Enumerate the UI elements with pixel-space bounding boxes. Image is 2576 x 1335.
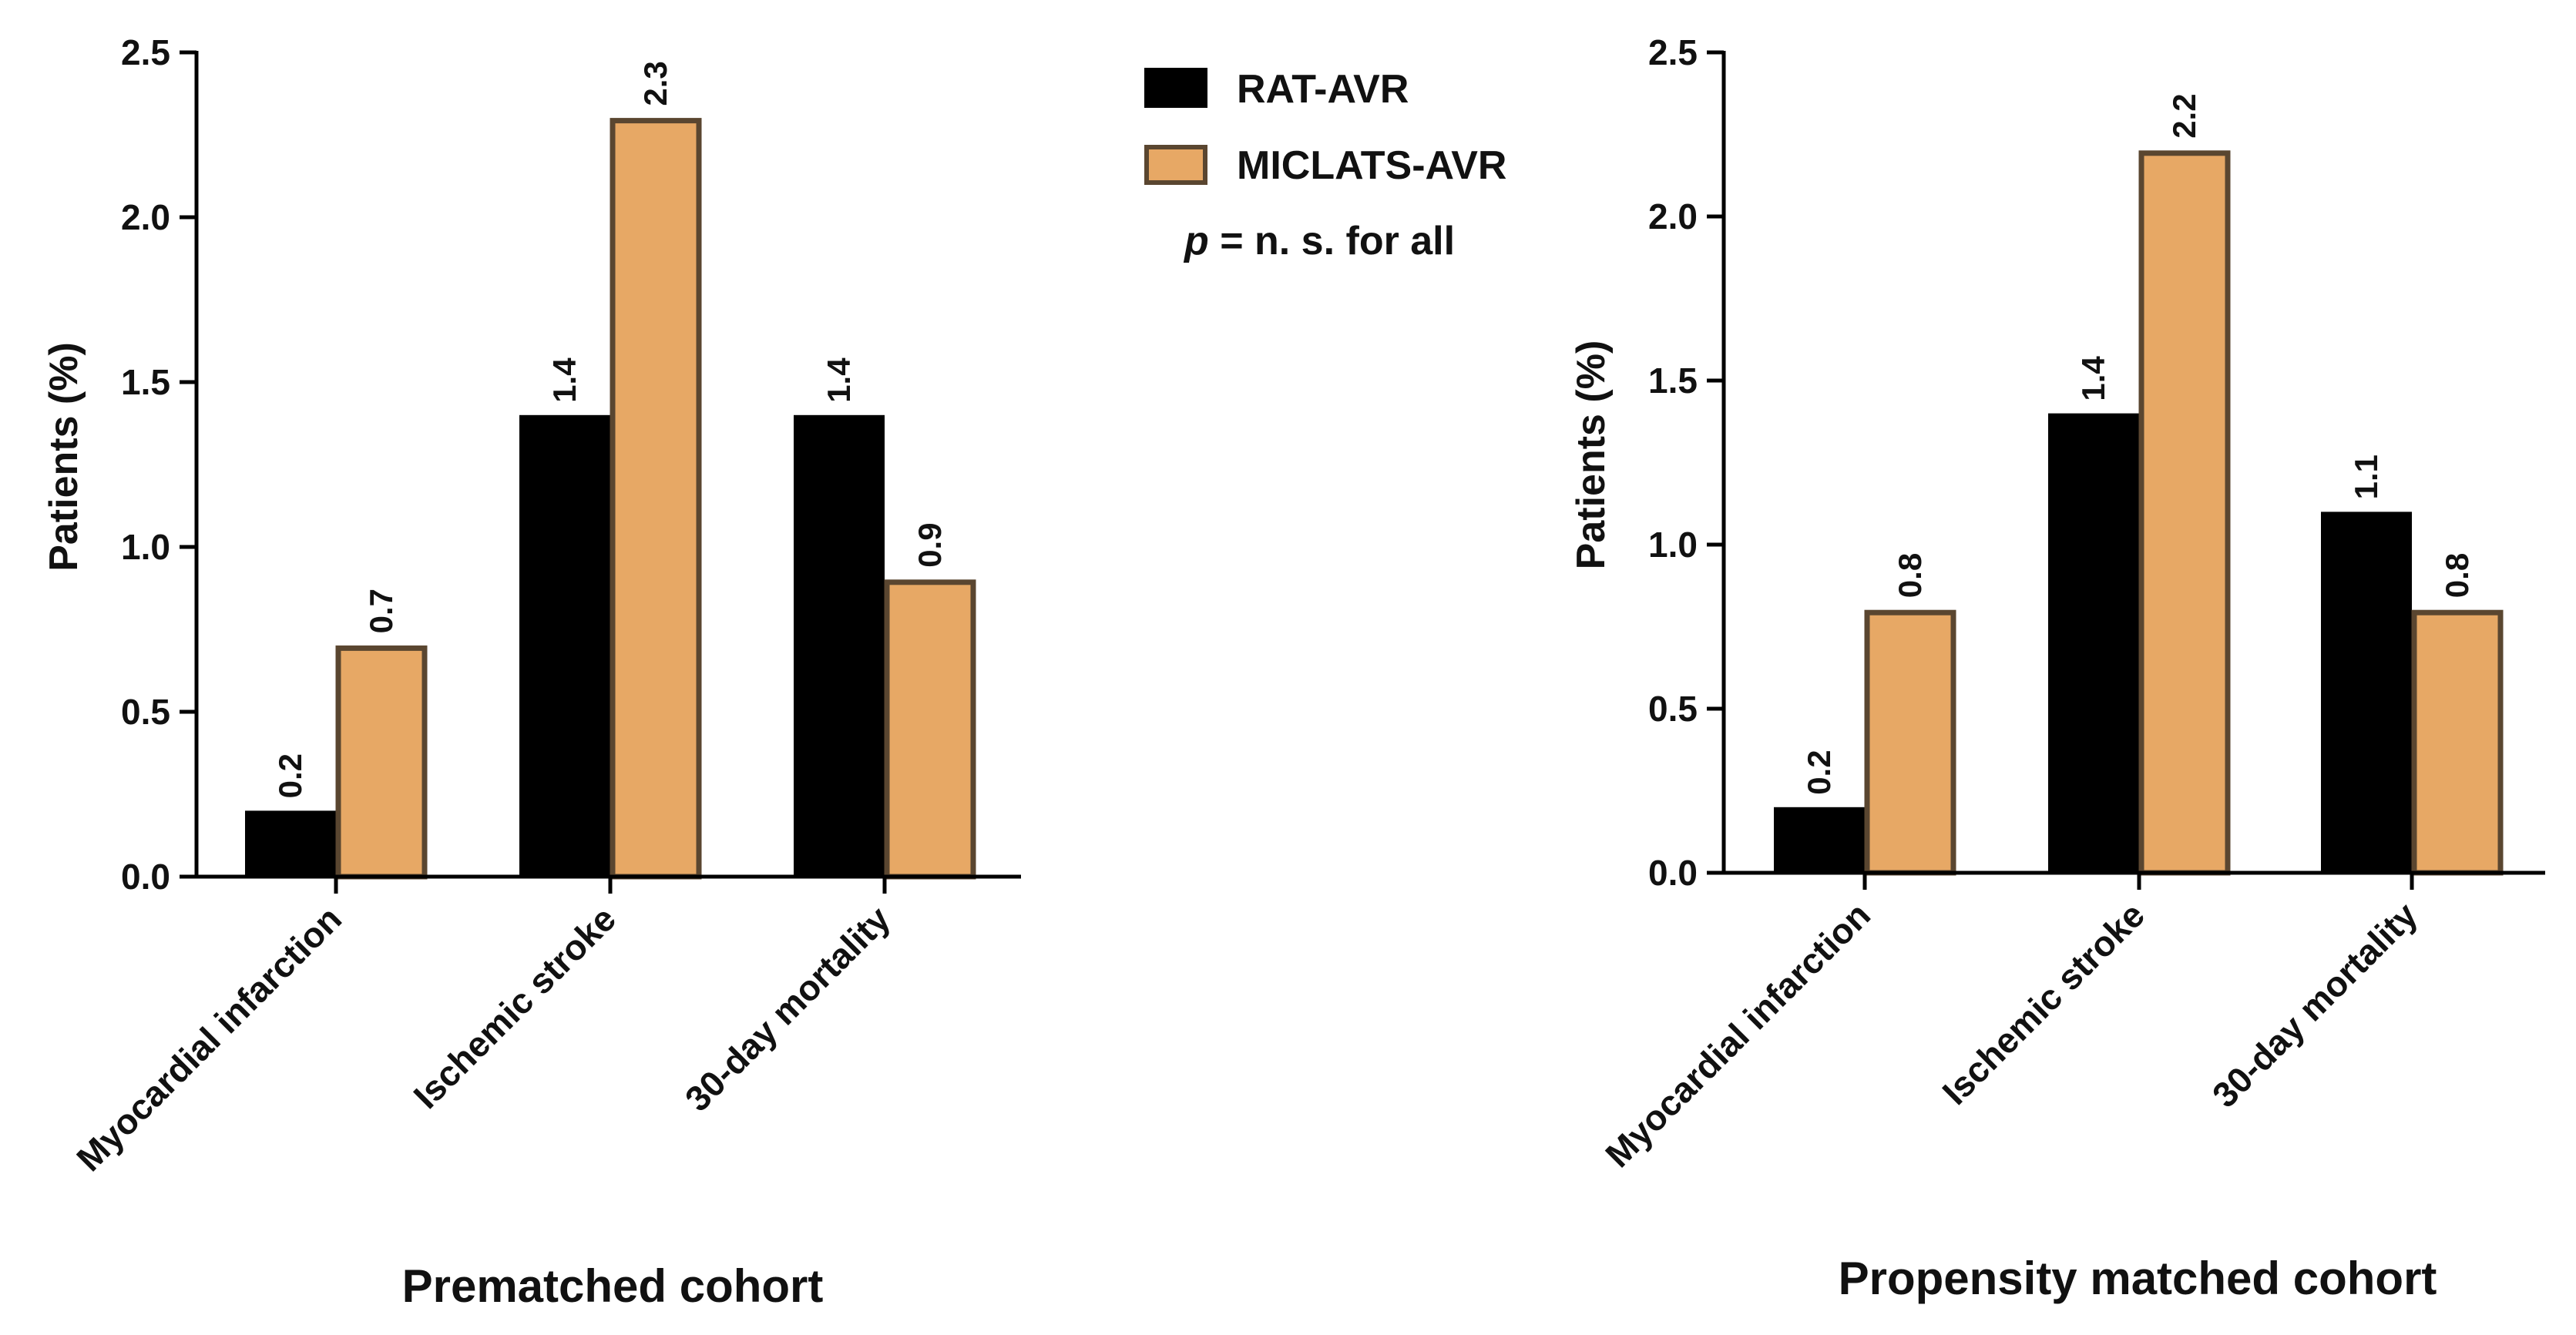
chart-title: Prematched cohort	[402, 1260, 824, 1312]
legend-note: p = n. s. for all	[1183, 219, 1455, 263]
legend-note-p: p	[1183, 219, 1209, 263]
bar-rat-avr-ischemic-stroke	[519, 414, 610, 877]
y-tick-label: 2.5	[121, 32, 170, 72]
y-axis-title: Patients (%)	[1569, 340, 1614, 570]
chart-prematched: 0.2 0.7 1.4 2.3 1.4 0.9 0.0 0.5 1.0 1.5 2.0 2.5 Myoc…	[42, 32, 1021, 1312]
bar-label-miclats-avr-ischemic-stroke: 2.3	[637, 61, 673, 106]
y-axis-title: Patients (%)	[42, 342, 86, 572]
y-tick-label: 1.0	[1648, 525, 1698, 565]
legend-label-rat-avr: RAT-AVR	[1237, 67, 1409, 112]
y-tick-label: 1.0	[121, 527, 170, 567]
bar-label-miclats-avr-30-day-mortality: 0.9	[912, 522, 948, 567]
bar-label-rat-avr-ischemic-stroke: 1.4	[2075, 356, 2111, 401]
x-tick-label-myocardial-infarction: Myocardial infarction	[1597, 894, 1878, 1175]
x-tick-label-ischemic-stroke: Ischemic stroke	[405, 898, 623, 1116]
bar-label-miclats-avr-30-day-mortality: 0.8	[2439, 553, 2475, 598]
bar-label-miclats-avr-myocardial-infarction: 0.7	[363, 589, 399, 633]
bar-label-rat-avr-myocardial-infarction: 0.2	[272, 753, 308, 798]
bar-label-miclats-avr-ischemic-stroke: 2.2	[2166, 93, 2202, 138]
x-tick-label-30-day-mortality: 30-day mortality	[677, 898, 898, 1119]
bar-miclats-avr-ischemic-stroke	[2138, 150, 2231, 876]
bar-miclats-avr-30-day-mortality	[2411, 609, 2504, 876]
bar-miclats-avr-myocardial-infarction	[335, 645, 428, 880]
bar-label-rat-avr-30-day-mortality: 1.1	[2348, 455, 2384, 499]
y-tick-label: 0.5	[1648, 689, 1698, 729]
x-tick-label-30-day-mortality: 30-day mortality	[2205, 894, 2426, 1115]
legend-note-rest: = n. s. for all	[1209, 219, 1455, 263]
y-tick-label: 1.5	[121, 362, 170, 402]
bar-rat-avr-myocardial-infarction	[1774, 807, 1865, 873]
y-tick-label: 2.5	[1648, 32, 1698, 72]
y-tick-label: 0.5	[121, 692, 170, 732]
x-tick-label-myocardial-infarction: Myocardial infarction	[69, 898, 349, 1179]
y-tick-label: 0.0	[121, 857, 170, 897]
bar-rat-avr-ischemic-stroke	[2048, 413, 2139, 873]
bar-label-rat-avr-myocardial-infarction: 0.2	[1801, 750, 1837, 794]
legend-swatch-rat-avr	[1144, 68, 1207, 108]
y-tick-label: 0.0	[1648, 853, 1698, 893]
y-tick-label: 2.0	[121, 197, 170, 237]
bar-miclats-avr-myocardial-infarction	[1864, 609, 1956, 876]
chart-propensity-matched: 0.2 0.8 1.4 2.2 1.1 0.8 0.0 0.5 1.0 1.5 2.0 2.5 Myoc…	[1569, 32, 2545, 1304]
x-tick-label-ischemic-stroke: Ischemic stroke	[1934, 894, 2152, 1112]
y-tick-label: 1.5	[1648, 361, 1698, 401]
legend: RAT-AVR MICLATS-AVR p = n. s. for all	[1144, 67, 1506, 263]
legend-swatch-miclats-avr	[1144, 145, 1207, 185]
bar-rat-avr-30-day-mortality	[794, 414, 885, 877]
bar-rat-avr-30-day-mortality	[2321, 512, 2412, 873]
legend-label-miclats-avr: MICLATS-AVR	[1237, 143, 1506, 188]
bar-label-rat-avr-ischemic-stroke: 1.4	[546, 357, 583, 403]
bar-rat-avr-myocardial-infarction	[245, 810, 336, 877]
bar-miclats-avr-30-day-mortality	[884, 579, 976, 880]
chart-title: Propensity matched cohort	[1839, 1253, 2437, 1304]
bar-label-rat-avr-30-day-mortality: 1.4	[821, 357, 857, 403]
bar-label-miclats-avr-myocardial-infarction: 0.8	[1892, 553, 1928, 598]
bar-miclats-avr-ischemic-stroke	[610, 118, 702, 880]
y-tick-label: 2.0	[1648, 196, 1698, 236]
